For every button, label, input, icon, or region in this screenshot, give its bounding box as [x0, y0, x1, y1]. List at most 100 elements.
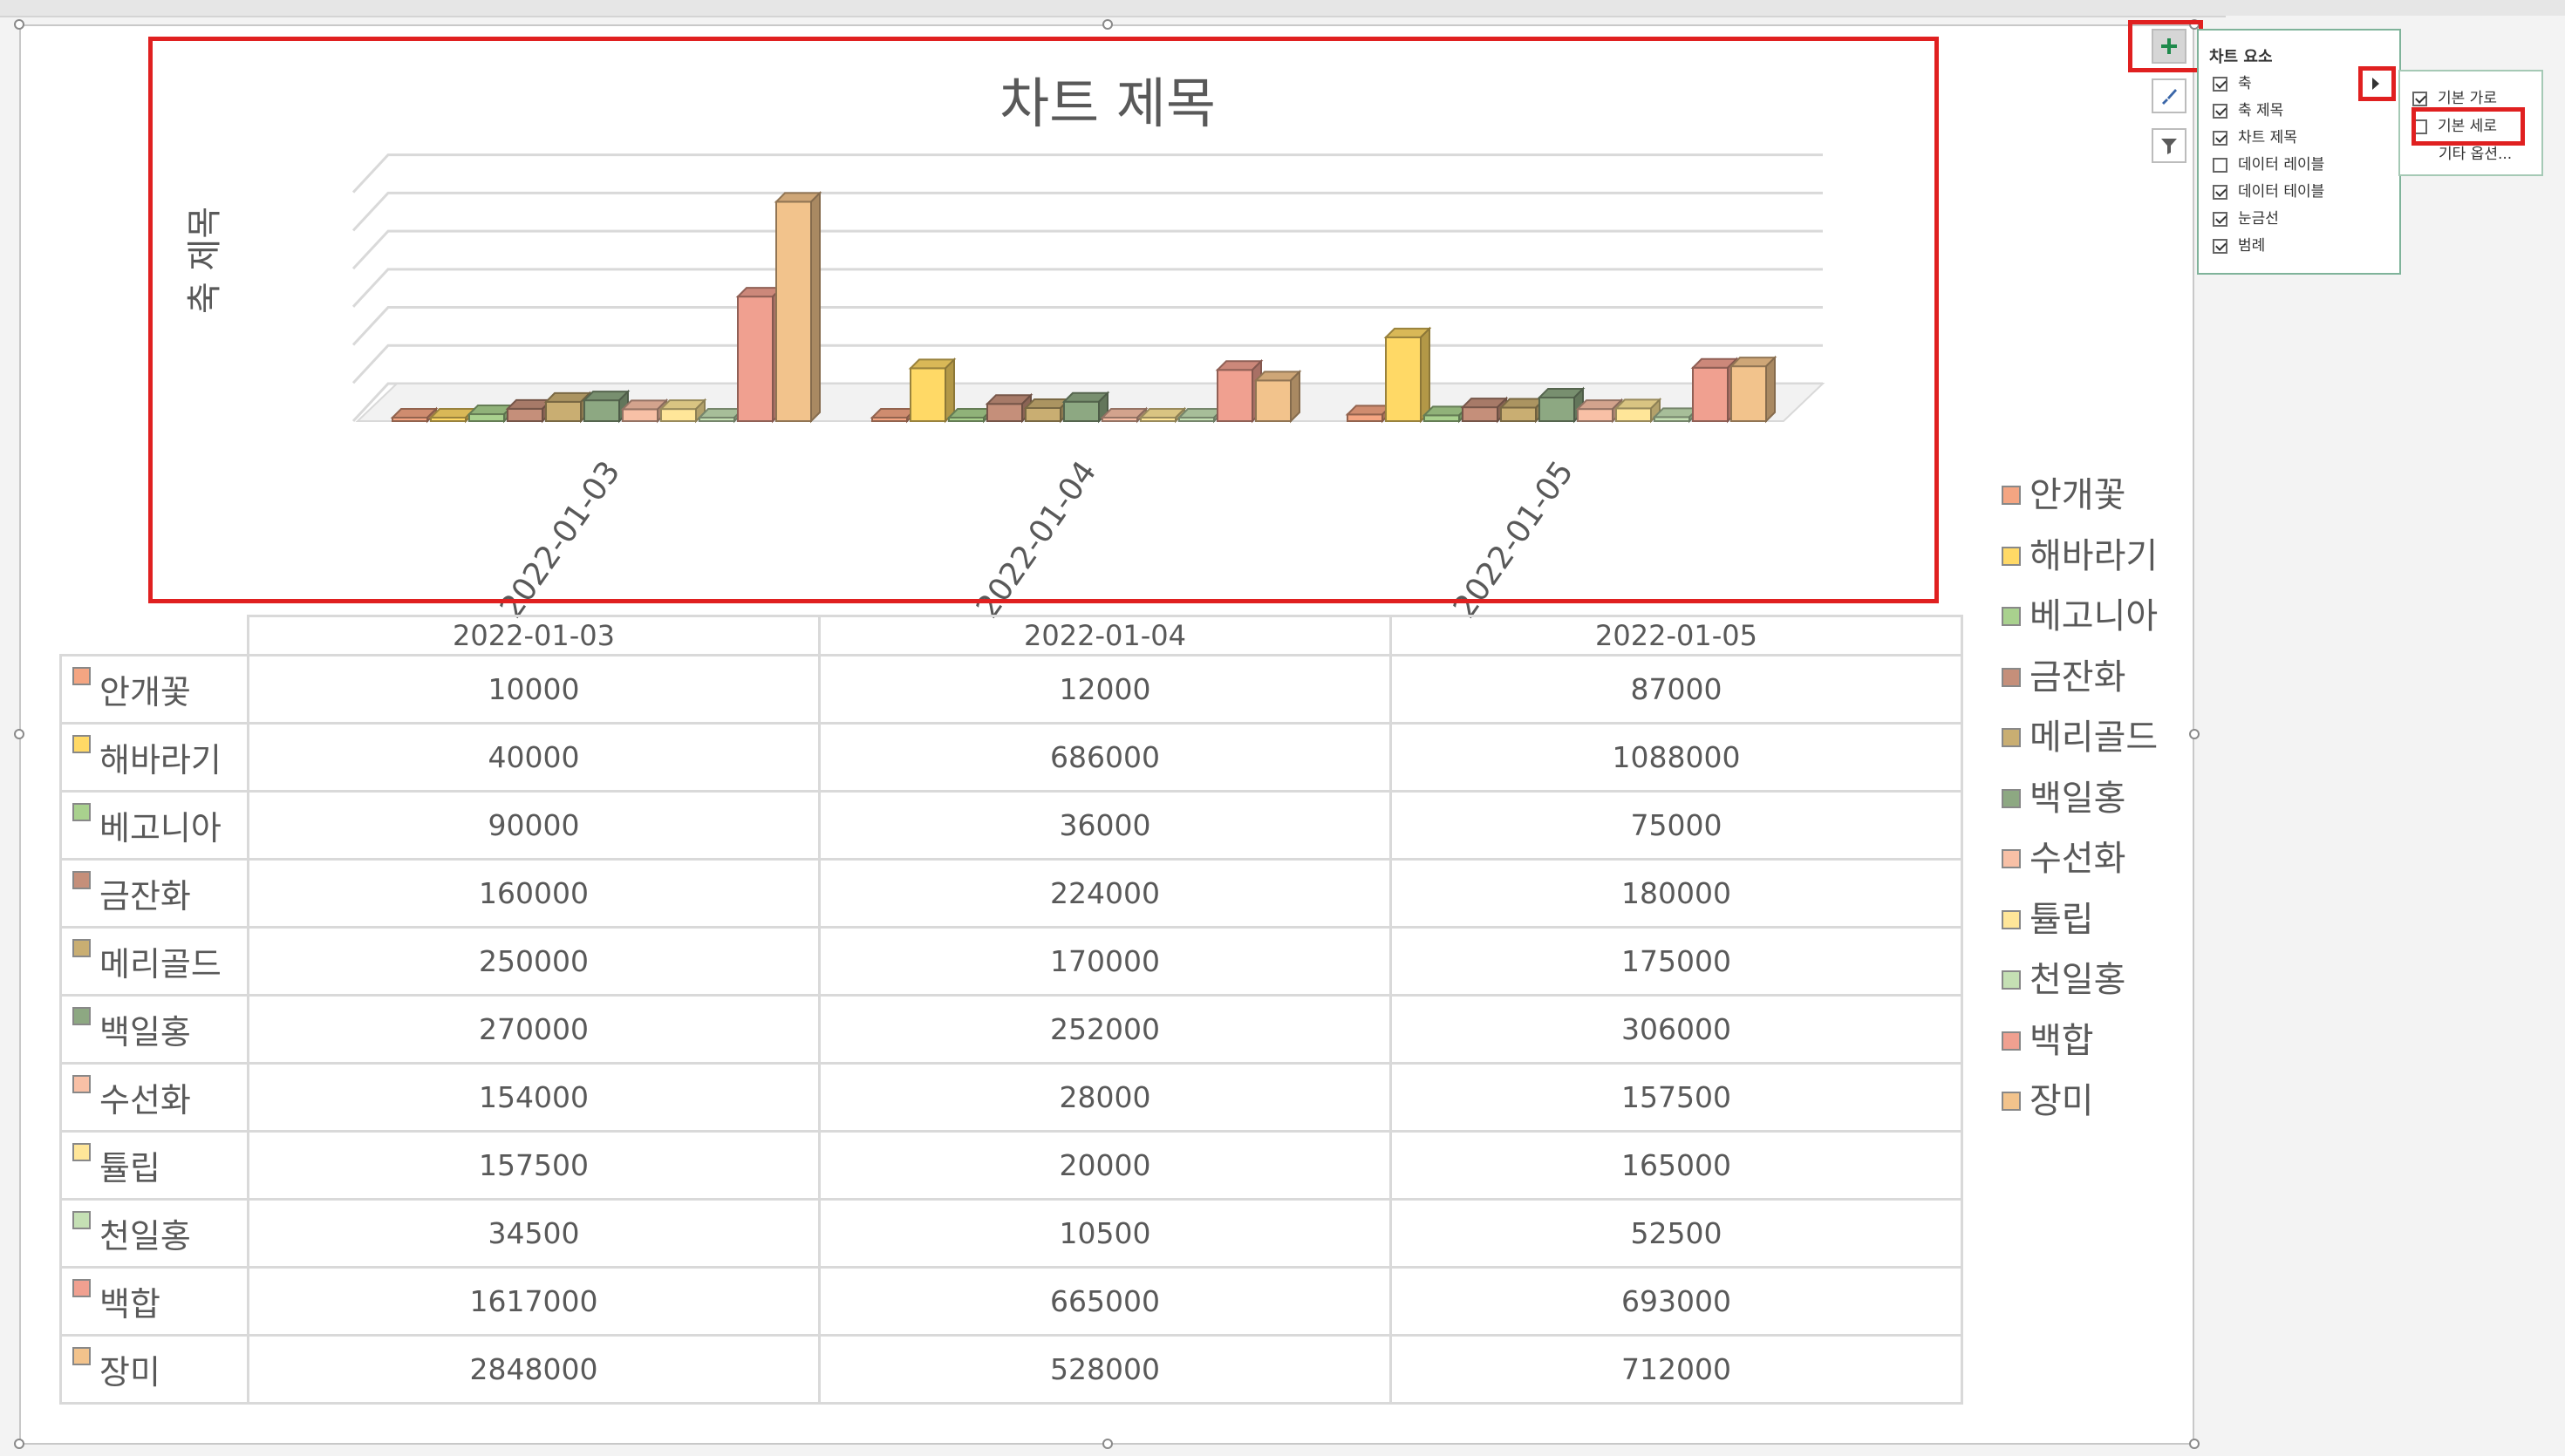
gridline	[351, 306, 1823, 346]
table-row-label: 백일홍	[59, 994, 249, 1065]
legend-item[interactable]: 베고니아	[2002, 588, 2158, 649]
legend-key	[72, 1143, 91, 1161]
table-cell: 1088000	[1389, 722, 1963, 793]
table-row-label: 천일홍	[59, 1198, 249, 1269]
legend-label: 천일홍	[2029, 960, 2126, 1000]
panel-item-label: 눈금선	[2238, 210, 2279, 228]
panel-checkbox[interactable]	[2213, 211, 2227, 227]
submenu-item-primary-horizontal[interactable]: 기본 가로	[2412, 85, 2497, 107]
legend-item[interactable]: 해바라기	[2002, 527, 2158, 589]
legend-key	[72, 1211, 91, 1229]
data-table-col-header: 2022-01-04	[818, 615, 1392, 657]
legend-item[interactable]: 장미	[2002, 1072, 2158, 1133]
panel-item-label: 축 제목	[2238, 102, 2284, 119]
legend-item[interactable]: 메리골드	[2002, 709, 2158, 770]
table-row: 백합 1617000 665000 693000	[59, 1266, 1963, 1337]
panel-item-label: 차트 제목	[2238, 129, 2297, 146]
legend-item[interactable]: 안개꽃	[2002, 466, 2158, 527]
table-cell: 28000	[818, 1062, 1392, 1133]
resize-handle-bl[interactable]	[14, 1439, 24, 1449]
legend-item[interactable]: 수선화	[2002, 830, 2158, 891]
table-row-label: 메리골드	[59, 926, 249, 997]
bar[interactable]	[1255, 379, 1292, 422]
table-row-label: 금잔화	[59, 858, 249, 929]
table-cell: 75000	[1389, 790, 1963, 861]
data-table-col-header: 2022-01-05	[1389, 615, 1963, 657]
table-cell: 665000	[818, 1266, 1392, 1337]
panel-item[interactable]: 범례	[2213, 233, 2265, 255]
brush-icon	[2162, 89, 2177, 105]
data-table[interactable]: 2022-01-03 2022-01-04 2022-01-05 안개꽃 1000…	[59, 615, 1963, 1405]
resize-handle-left[interactable]	[14, 729, 24, 739]
series-name: 백합	[99, 1285, 160, 1323]
legend-label: 백일홍	[2029, 778, 2126, 819]
submenu-more-options[interactable]: 기타 옵션...	[2439, 146, 2513, 163]
panel-item[interactable]: 눈금선	[2213, 206, 2279, 228]
legend-label: 장미	[2029, 1081, 2094, 1121]
panel-item[interactable]: 데이터 레이블	[2213, 152, 2324, 173]
table-cell: 1617000	[247, 1266, 821, 1337]
table-cell: 165000	[1389, 1130, 1963, 1201]
panel-item[interactable]: 차트 제목	[2213, 125, 2297, 146]
table-row: 메리골드 250000 170000 175000	[59, 926, 1963, 997]
bar-side	[810, 191, 821, 424]
legend-item[interactable]: 튤립	[2002, 891, 2158, 952]
data-table-corner	[60, 616, 249, 657]
bar[interactable]	[737, 296, 774, 423]
table-cell: 170000	[818, 926, 1392, 997]
panel-checkbox[interactable]	[2213, 76, 2227, 92]
legend-label: 해바라기	[2029, 535, 2159, 576]
bar[interactable]	[1730, 365, 1767, 422]
filter-icon	[2161, 139, 2177, 154]
panel-item[interactable]: 축 제목	[2213, 98, 2283, 119]
legend-key	[2002, 667, 2021, 687]
table-cell: 175000	[1389, 926, 1963, 997]
panel-item[interactable]: 데이터 테이블	[2213, 179, 2324, 201]
panel-item[interactable]: 축	[2213, 71, 2252, 92]
resize-handle-tl[interactable]	[14, 19, 24, 30]
resize-handle-right[interactable]	[2189, 729, 2200, 739]
table-cell: 87000	[1389, 654, 1963, 725]
bar-side	[1765, 355, 1776, 424]
legend-item[interactable]: 백일홍	[2002, 770, 2158, 831]
gridline	[351, 344, 1823, 384]
table-row: 천일홍 34500 10500 52500	[59, 1198, 1963, 1269]
chart-elements-button[interactable]	[2152, 29, 2186, 64]
table-cell: 20000	[818, 1130, 1392, 1201]
legend-label: 백합	[2029, 1020, 2094, 1061]
legend-item[interactable]: 금잔화	[2002, 649, 2158, 710]
legend-label: 튤립	[2029, 899, 2094, 940]
legend-label: 금잔화	[2029, 657, 2126, 697]
chart-styles-button[interactable]	[2152, 78, 2186, 113]
panel-checkbox[interactable]	[2213, 103, 2227, 119]
plus-icon	[2161, 38, 2177, 54]
triangle-right-icon[interactable]	[2364, 72, 2387, 95]
checkbox-primary-horizontal[interactable]	[2412, 91, 2427, 106]
panel-checkbox[interactable]	[2213, 184, 2227, 200]
legend-key	[2002, 970, 2021, 990]
legend-item[interactable]: 천일홍	[2002, 951, 2158, 1012]
legend-key	[72, 871, 91, 889]
legend-key	[2002, 849, 2021, 868]
chart-title[interactable]: 차트 제목	[999, 71, 1216, 135]
legend-key	[2002, 546, 2021, 566]
legend-key	[2002, 728, 2021, 747]
bar-side	[1290, 369, 1300, 424]
highlight-plus-button	[2128, 20, 2203, 72]
panel-checkbox[interactable]	[2213, 238, 2227, 254]
table-cell: 90000	[247, 790, 821, 861]
bar[interactable]	[1385, 336, 1422, 423]
legend-item[interactable]: 백합	[2002, 1012, 2158, 1073]
panel-checkbox[interactable]	[2213, 130, 2227, 146]
chart-filters-button[interactable]	[2152, 128, 2186, 163]
panel-checkbox[interactable]	[2213, 157, 2227, 173]
resize-handle-br[interactable]	[2189, 1439, 2200, 1449]
axis-submenu: 기본 가로 기본 세로 기타 옵션...	[2398, 70, 2543, 176]
resize-handle-top[interactable]	[1102, 19, 1113, 30]
series-name: 장미	[99, 1353, 160, 1391]
bar[interactable]	[775, 201, 812, 422]
resize-handle-bottom[interactable]	[1102, 1439, 1113, 1449]
